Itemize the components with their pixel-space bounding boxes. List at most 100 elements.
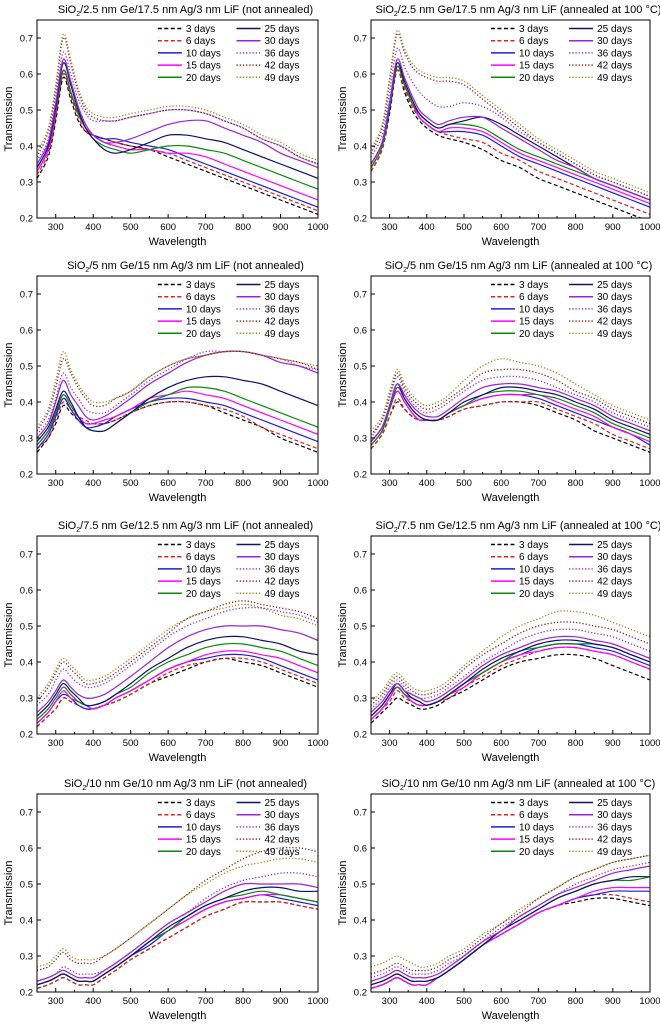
chart-title-rest: /5 nm Ge/15 nm Ag/3 nm LiF (not annealed… <box>89 260 304 272</box>
series-line-15-days <box>37 650 318 724</box>
legend-label: 20 days <box>519 589 554 600</box>
legend-label: 20 days <box>186 73 221 84</box>
series-line-25-days <box>37 375 318 442</box>
chart-title-subscript: 2 <box>76 527 80 534</box>
chart-title: SiO2/7.5 nm Ge/12.5 nm Ag/3 nm LiF (not … <box>58 520 313 534</box>
legend-label: 3 days <box>186 24 215 35</box>
legend-label: 49 days <box>265 329 300 340</box>
chart-title-main: SiO <box>58 4 77 16</box>
series-line-20-days <box>37 386 318 446</box>
y-tick-label: 0.3 <box>20 952 33 963</box>
x-axis-label: Wavelength <box>482 236 540 248</box>
x-axis-label: Wavelength <box>149 1010 207 1022</box>
series-line-3-days <box>371 400 650 453</box>
chart-panel-1: SiO2/2.5 nm Ge/17.5 nm Ag/3 nm LiF (not … <box>3 4 329 248</box>
x-tick-label: 1000 <box>307 996 328 1007</box>
series-line-20-days <box>371 876 650 986</box>
x-axis-label: Wavelength <box>149 236 207 248</box>
y-tick-label: 0.3 <box>20 434 33 445</box>
legend-label: 30 days <box>265 552 300 563</box>
series-line-49-days <box>371 358 650 432</box>
legend-label: 10 days <box>519 564 554 575</box>
x-tick-label: 900 <box>273 738 289 749</box>
legend-label: 20 days <box>519 329 554 340</box>
series-line-30-days <box>371 58 650 201</box>
x-tick-label: 300 <box>48 478 64 489</box>
y-tick-label: 0.2 <box>354 470 367 481</box>
legend-label: 42 days <box>597 61 632 72</box>
series-line-6-days <box>37 900 318 989</box>
x-tick-label: 800 <box>235 738 251 749</box>
series-line-42-days <box>371 854 650 975</box>
x-tick-label: 1000 <box>639 222 660 233</box>
y-tick-label: 0.6 <box>20 70 33 81</box>
series-line-30-days <box>371 635 650 713</box>
legend-label: 15 days <box>519 835 554 846</box>
x-tick-label: 500 <box>123 996 139 1007</box>
series-line-25-days <box>37 635 318 717</box>
y-axis-label: Transmission <box>337 343 349 408</box>
x-tick-label: 800 <box>235 478 251 489</box>
legend-label: 49 days <box>597 847 632 858</box>
series-line-10-days <box>37 69 318 208</box>
x-tick-label: 900 <box>605 478 621 489</box>
legend-label: 25 days <box>597 24 632 35</box>
chart-title-rest: /10 nm Ge/10 nm Ag/3 nm LiF (not anneale… <box>86 778 307 790</box>
y-tick-label: 0.6 <box>354 844 367 855</box>
chart-title-main: SiO <box>376 4 395 16</box>
series-line-20-days <box>371 386 650 446</box>
series-line-25-days <box>37 886 318 986</box>
plot-frame <box>370 19 651 219</box>
series-line-30-days <box>371 382 650 442</box>
legend-label: 15 days <box>519 317 554 328</box>
y-axis-label: Transmission <box>3 87 15 152</box>
legend-label: 36 days <box>597 304 632 315</box>
series-line-6-days <box>37 657 318 728</box>
chart-panel-2: SiO2/2.5 nm Ge/17.5 nm Ag/3 nm LiF (anne… <box>337 4 660 248</box>
y-tick-label: 0.2 <box>354 988 367 999</box>
x-tick-label: 900 <box>605 222 621 233</box>
x-tick-label: 1000 <box>639 478 660 489</box>
legend-label: 30 days <box>265 810 300 821</box>
plot-frame <box>36 793 319 993</box>
legend-label: 3 days <box>186 280 215 291</box>
legend-label: 30 days <box>597 552 632 563</box>
series-line-3-days <box>371 69 643 218</box>
x-tick-label: 700 <box>530 996 546 1007</box>
series-line-36-days <box>371 628 650 710</box>
legend-label: 15 days <box>186 835 221 846</box>
y-tick-label: 0.3 <box>354 178 367 189</box>
y-tick-label: 0.6 <box>354 326 367 337</box>
legend-label: 36 days <box>597 564 632 575</box>
plot-frame <box>36 275 319 475</box>
x-tick-label: 500 <box>123 222 139 233</box>
series-line-42-days <box>37 846 318 972</box>
series-line-49-days <box>37 857 318 968</box>
series-group <box>37 33 318 215</box>
x-tick-label: 600 <box>160 478 176 489</box>
series-line-49-days <box>371 610 650 703</box>
x-tick-label: 300 <box>382 738 398 749</box>
legend-label: 36 days <box>265 48 300 59</box>
series-line-10-days <box>371 65 650 208</box>
legend-label: 3 days <box>519 798 548 809</box>
x-tick-label: 500 <box>123 478 139 489</box>
chart-title-subscript: 2 <box>403 267 407 274</box>
x-tick-label: 300 <box>382 478 398 489</box>
y-tick-label: 0.7 <box>20 550 33 561</box>
legend-label: 42 days <box>265 835 300 846</box>
y-axis-label: Transmission <box>337 603 349 668</box>
legend-label: 25 days <box>597 540 632 551</box>
series-line-42-days <box>371 368 650 435</box>
x-tick-label: 900 <box>273 222 289 233</box>
y-tick-label: 0.5 <box>20 106 33 117</box>
chart-panel-5: SiO2/7.5 nm Ge/12.5 nm Ag/3 nm LiF (not … <box>3 520 329 764</box>
series-group <box>371 358 650 453</box>
x-axis-label: Wavelength <box>149 752 207 764</box>
series-line-3-days <box>371 897 650 989</box>
x-tick-label: 600 <box>493 478 509 489</box>
